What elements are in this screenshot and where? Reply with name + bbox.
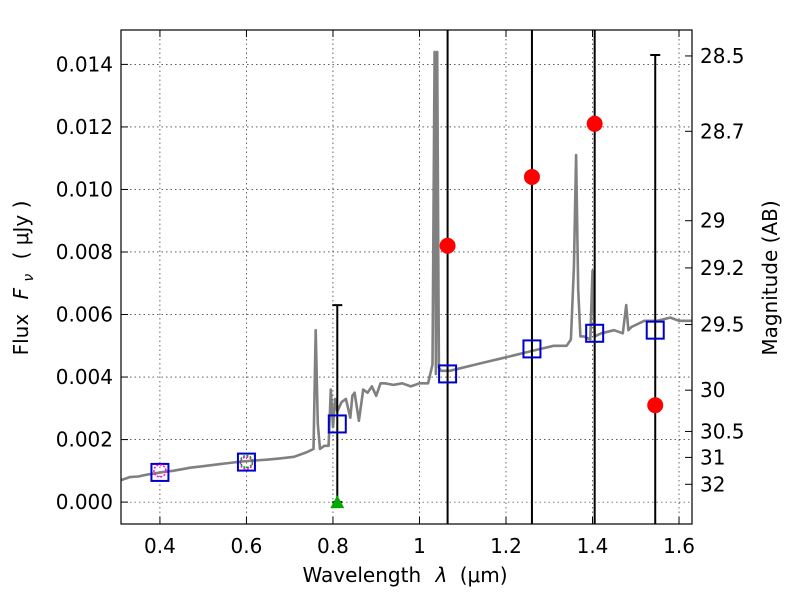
y2-axis-title: Magnitude (AB) [758,200,782,355]
magnitude-tick-label: 29 [700,209,725,233]
y-tick-label: 0.002 [56,428,113,452]
x-tick-label: 0.6 [231,534,263,558]
upper-limit-triangle [330,495,345,509]
y-tick-label: 0.014 [56,52,113,76]
plot-frame [120,29,693,525]
y-axis-title-prefix: Flux [9,314,33,356]
magnitude-tick-label: 28.7 [700,119,745,143]
observed-flux-point [586,115,603,132]
grid [121,30,692,524]
model-photometry-square [327,414,347,434]
ticks-layer [121,30,692,524]
model-photometry-square [150,462,170,482]
model-photometry-square [236,452,256,472]
x-tick-label: 0.4 [144,534,176,558]
magnitude-tick-labels: 28.5 28.7 29 29.2 29.5 30 30.531 32 [700,44,745,496]
y-tick-labels: 0.000 0.002 0.004 0.006 0.008 0.010 0.012 0.014 [56,52,113,514]
y-tick-label: 0.012 [56,115,113,139]
spectrum-line [120,50,692,482]
x-tick-label: 1.6 [663,534,695,558]
magnitude-tick-label: 30.5 [700,419,745,443]
y-axis-title: Flux F ν ( μJy ) [9,201,38,356]
magnitude-tick-label: 30 [700,378,725,402]
x-axis-title-unit: (μm) [460,563,508,587]
y-tick-label: 0.004 [56,365,113,389]
markers-layer [150,115,665,509]
magnitude-tick-label: 29.2 [700,256,745,280]
magnitude-tick-label: 31 [700,445,725,469]
model-photometry-square [522,339,542,359]
magnitude-tick-label: 32 [700,472,725,496]
spectrum-layer [120,50,692,482]
y-axis-title-sub: ν [21,274,37,282]
y-tick-label: 0.006 [56,303,113,327]
y-axis-title-var: F [9,287,33,299]
x-tick-label: 1.4 [577,534,609,558]
x-tick-label: 0.8 [317,534,349,558]
observed-flux-point [523,168,540,185]
x-axis-title: Wavelength λ (μm) [302,563,507,587]
errorbars-layer [332,30,661,524]
observed-flux-point [647,397,664,414]
model-photometry-square [438,364,458,384]
x-tick-labels: 0.4 0.6 0.8 1 1.2 1.4 1.6 [144,534,695,558]
model-photometry-square [645,320,665,340]
y-axis-title-unit: ( μJy ) [9,201,33,260]
model-photometry-square [585,323,605,343]
magnitude-tick-label: 29.5 [700,313,745,337]
x-axis-title-prefix: Wavelength [302,563,421,587]
y-tick-label: 0.008 [56,240,113,264]
optical-flux-point [239,454,254,469]
x-axis-title-var: λ [435,563,448,587]
y-tick-label: 0.010 [56,177,113,201]
x-tick-label: 1 [413,534,426,558]
y-tick-label: 0.000 [56,490,113,514]
magnitude-tick-label: 28.5 [700,44,745,68]
optical-flux-point [153,464,167,478]
x-tick-label: 1.2 [490,534,522,558]
observed-flux-point [439,237,456,254]
